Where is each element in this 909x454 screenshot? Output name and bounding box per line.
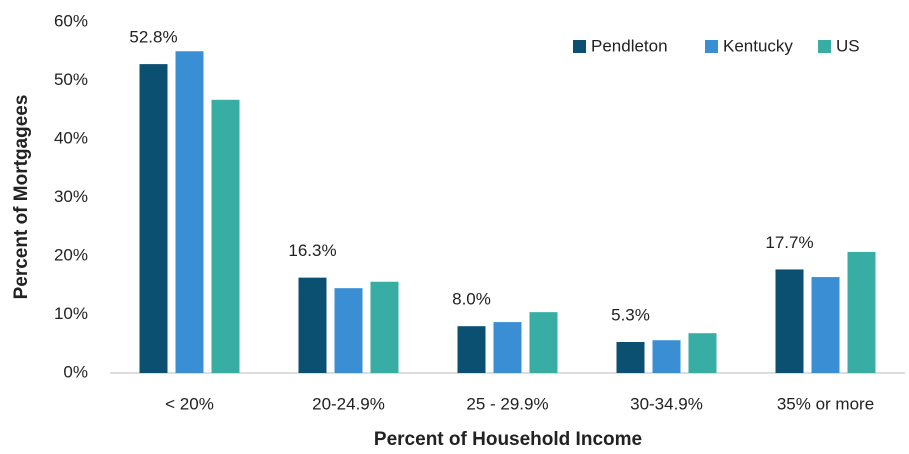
bar	[652, 340, 681, 373]
x-tick-label: 30-34.9%	[630, 394, 703, 413]
data-label: 8.0%	[452, 290, 491, 309]
bar	[847, 251, 876, 373]
y-tick-label: 30%	[54, 187, 88, 206]
legend-swatch	[818, 40, 831, 53]
y-tick-label: 40%	[54, 128, 88, 147]
bar	[334, 288, 363, 373]
y-tick-label: 20%	[54, 245, 88, 264]
x-tick-label: < 20%	[165, 394, 214, 413]
bar	[529, 312, 558, 373]
legend-swatch	[573, 40, 586, 53]
bar	[811, 277, 840, 373]
y-tick-label: 0%	[63, 362, 88, 381]
bar	[616, 341, 645, 373]
bar	[175, 51, 204, 373]
legend-swatch	[705, 40, 718, 53]
x-tick-label: 20-24.9%	[312, 394, 385, 413]
bar	[775, 269, 804, 373]
x-tick-label: 25 - 29.9%	[466, 394, 548, 413]
y-tick-label: 60%	[54, 11, 88, 30]
data-label: 17.7%	[765, 233, 813, 252]
bar	[457, 326, 486, 373]
data-label: 52.8%	[129, 28, 177, 47]
x-axis-title: Percent of Household Income	[374, 429, 642, 450]
bar	[139, 64, 168, 374]
data-label: 16.3%	[288, 241, 336, 260]
legend-label: Pendleton	[591, 36, 668, 55]
legend-label: US	[836, 36, 860, 55]
bar	[688, 333, 717, 373]
data-label: 5.3%	[611, 305, 650, 324]
x-tick-label: 35% or more	[777, 394, 874, 413]
y-tick-label: 10%	[54, 304, 88, 323]
bar	[211, 99, 240, 374]
bar	[370, 281, 399, 373]
y-axis-title: Percent of Mortgagees	[11, 95, 32, 300]
bar	[493, 322, 522, 373]
bar	[298, 277, 327, 373]
legend-label: Kentucky	[723, 36, 793, 55]
y-tick-label: 50%	[54, 70, 88, 89]
